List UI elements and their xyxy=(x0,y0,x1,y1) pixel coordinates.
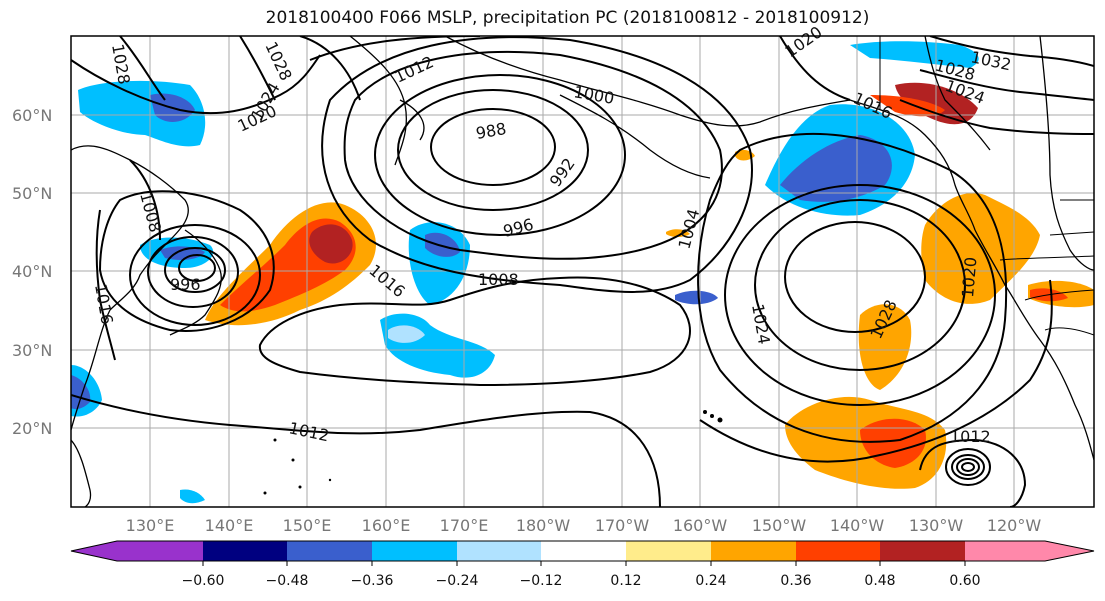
lon-label: 170°E xyxy=(440,516,489,535)
lat-label: 20°N xyxy=(12,419,52,438)
colorbar-tick-label: 0.12 xyxy=(610,573,641,589)
isobar-label: 1020 xyxy=(958,256,980,298)
coastlines xyxy=(71,36,1094,507)
isobar-label: 1008 xyxy=(478,270,519,289)
colorbar-bin xyxy=(965,541,1045,561)
colorbar-bin xyxy=(372,541,457,561)
colorbar-tick-label: −0.12 xyxy=(520,573,563,589)
lat-label: 50°N xyxy=(12,184,52,203)
lon-label: 130°E xyxy=(126,516,175,535)
colorbar-tick-label: 0.36 xyxy=(780,573,811,589)
colorbar-tick-label: 0.24 xyxy=(695,573,726,589)
lon-label: 180°W xyxy=(516,516,571,535)
lon-label: 160°W xyxy=(673,516,728,535)
colorbar-bin xyxy=(203,541,287,561)
colorbar-extend-low xyxy=(71,541,117,561)
colorbar-tick-label: −0.24 xyxy=(436,573,479,589)
colorbar-bin xyxy=(880,541,965,561)
isobar-label: 996 xyxy=(170,275,201,294)
lon-label: 160°E xyxy=(362,516,411,535)
colorbar-tick-label: −0.60 xyxy=(182,573,225,589)
lon-label: 120°W xyxy=(987,516,1042,535)
lon-label: 170°W xyxy=(595,516,650,535)
colorbar-bin xyxy=(796,541,880,561)
colorbar-bin xyxy=(541,541,626,561)
lon-label: 150°E xyxy=(283,516,332,535)
latitude-labels: 60°N 50°N 40°N 30°N 20°N xyxy=(12,106,52,438)
colorbar: −0.60 −0.48 −0.36 −0.24 −0.12 0.12 0.24 … xyxy=(70,540,1095,589)
colorbar-bin xyxy=(711,541,796,561)
isobar-label: 1012 xyxy=(950,427,991,446)
colorbar-bin xyxy=(626,541,711,561)
graticule xyxy=(71,36,1094,507)
lon-label: 140°E xyxy=(205,516,254,535)
colorbar-extend-high xyxy=(1045,541,1094,561)
precip-shading xyxy=(71,41,1094,504)
lat-label: 30°N xyxy=(12,341,52,360)
lon-label: 150°W xyxy=(752,516,807,535)
colorbar-tick-label: −0.48 xyxy=(266,573,309,589)
colorbar-tick-label: −0.36 xyxy=(351,573,394,589)
colorbar-tick-label: 0.60 xyxy=(949,573,980,589)
lon-label: 130°W xyxy=(909,516,964,535)
map-frame xyxy=(70,35,1095,508)
map-title: 2018100400 F066 MSLP, precipitation PC (… xyxy=(265,8,870,28)
lat-label: 40°N xyxy=(12,262,52,281)
colorbar-bin xyxy=(287,541,372,561)
islands xyxy=(263,410,723,495)
lat-label: 60°N xyxy=(12,106,52,125)
lon-label: 140°W xyxy=(830,516,885,535)
colorbar-tick-label: 0.48 xyxy=(864,573,895,589)
colorbar-bin xyxy=(457,541,541,561)
longitude-labels: 130°E 140°E 150°E 160°E 170°E 180°W 170°… xyxy=(126,516,1042,535)
isobars xyxy=(71,36,1094,507)
